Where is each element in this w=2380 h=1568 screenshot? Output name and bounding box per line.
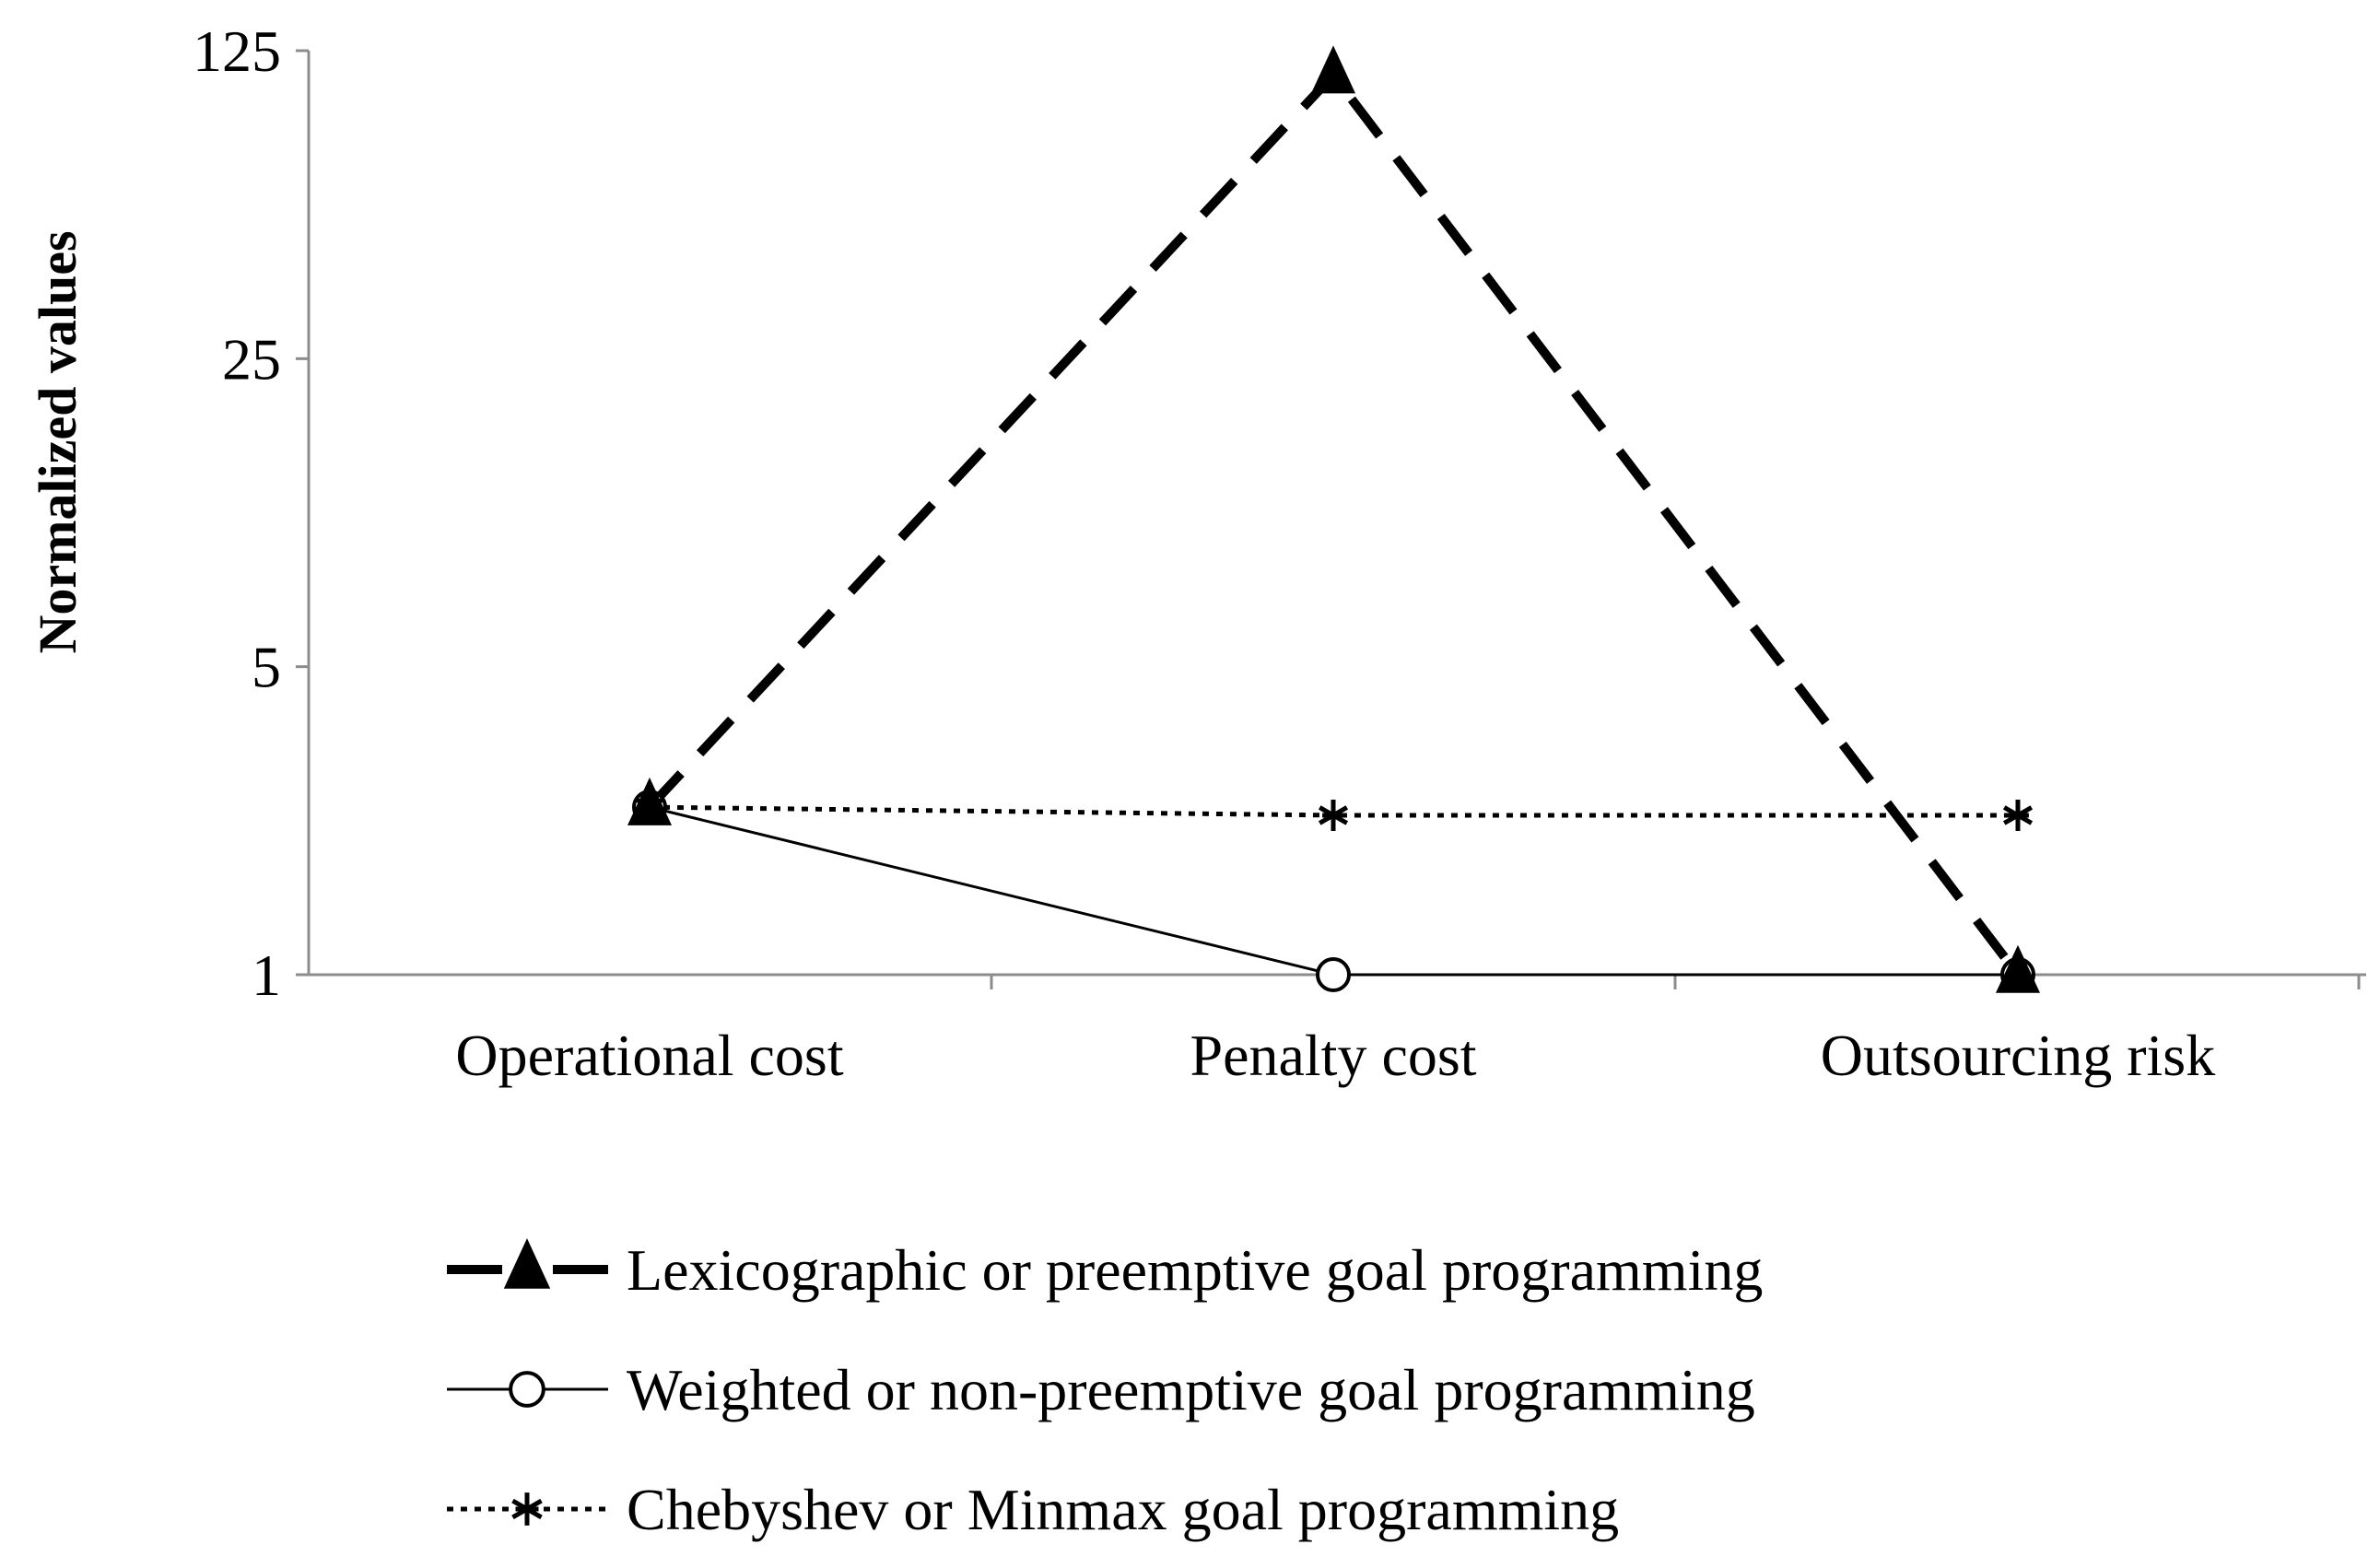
- data-point-circle: [509, 1371, 545, 1408]
- legend-label: Weighted or non-preemptive goal programm…: [627, 1357, 1755, 1422]
- series-line: [646, 67, 2022, 978]
- data-point-triangle: [1311, 45, 1355, 94]
- y-tick-label: 125: [193, 18, 281, 84]
- data-point-triangle: [1996, 944, 2040, 993]
- x-axis: Operational cost Penalty cost Outsourcing …: [309, 973, 2366, 1088]
- legend-item: Lexicographic or preemptive goal program…: [447, 1237, 1763, 1303]
- y-axis-title: Normalized values: [28, 230, 88, 653]
- legend: Lexicographic or preemptive goal program…: [447, 1237, 1763, 1542]
- y-axis: 1 5 25 125: [193, 18, 311, 1008]
- data-point-asterisk: [2002, 799, 2034, 831]
- plot-area: [627, 45, 2040, 993]
- data-point-asterisk: [1318, 799, 1349, 831]
- y-tick-label: 1: [252, 942, 281, 1008]
- legend-label: Chebyshev or Minmax goal programming: [627, 1477, 1619, 1542]
- series-line: [649, 805, 2018, 977]
- data-point-triangle: [503, 1238, 551, 1289]
- data-point-triangle: [627, 777, 672, 825]
- x-tick-label: Outsourcing risk: [1821, 1023, 2215, 1088]
- legend-label: Lexicographic or preemptive goal program…: [627, 1237, 1763, 1303]
- data-point-asterisk: [511, 1492, 543, 1526]
- y-tick-label: 5: [252, 635, 281, 700]
- y-tick-label: 25: [222, 326, 281, 392]
- data-point-circle: [1316, 957, 1351, 992]
- legend-item: Weighted or non-preemptive goal programm…: [447, 1357, 1755, 1422]
- x-tick-label: Operational cost: [455, 1023, 843, 1088]
- legend-item: Chebyshev or Minmax goal programming: [447, 1477, 1619, 1542]
- x-tick-label: Penalty cost: [1190, 1023, 1476, 1088]
